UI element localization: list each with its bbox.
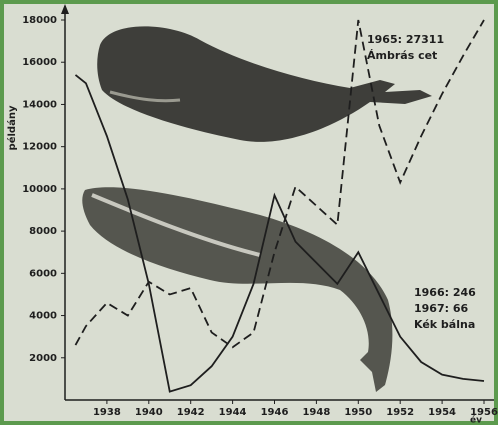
- y-tick-label: 6000: [29, 268, 57, 279]
- x-tick-label: 1944: [219, 407, 247, 418]
- x-tick-label: 1942: [177, 407, 205, 418]
- x-tick-label: 1950: [344, 407, 372, 418]
- annotation: 1967: 66: [414, 302, 468, 315]
- annotation: 1965: 27311: [367, 33, 444, 46]
- x-tick-label: 1956: [470, 407, 498, 418]
- y-tick-label: 8000: [29, 226, 57, 237]
- x-tick-label: 1948: [302, 407, 330, 418]
- y-axis-label: példány: [6, 105, 18, 150]
- annotation: Ámbrás cet: [367, 49, 437, 62]
- x-tick-label: 1946: [261, 407, 289, 418]
- annotation: Kék bálna: [414, 318, 475, 331]
- x-tick-label: 1954: [428, 407, 456, 418]
- y-tick-label: 14000: [22, 99, 57, 110]
- y-tick-label: 18000: [22, 15, 57, 26]
- chart: példány év 1965: 27311 Ámbrás cet 1966: …: [0, 0, 498, 425]
- y-tick-label: 4000: [29, 311, 57, 322]
- y-tick-label: 12000: [22, 142, 57, 153]
- y-tick-label: 2000: [29, 353, 57, 364]
- y-tick-label: 16000: [22, 57, 57, 68]
- x-tick-label: 1938: [93, 407, 121, 418]
- x-tick-label: 1940: [135, 407, 163, 418]
- annotation: 1966: 246: [414, 286, 476, 299]
- y-tick-label: 10000: [22, 184, 57, 195]
- x-tick-label: 1952: [386, 407, 414, 418]
